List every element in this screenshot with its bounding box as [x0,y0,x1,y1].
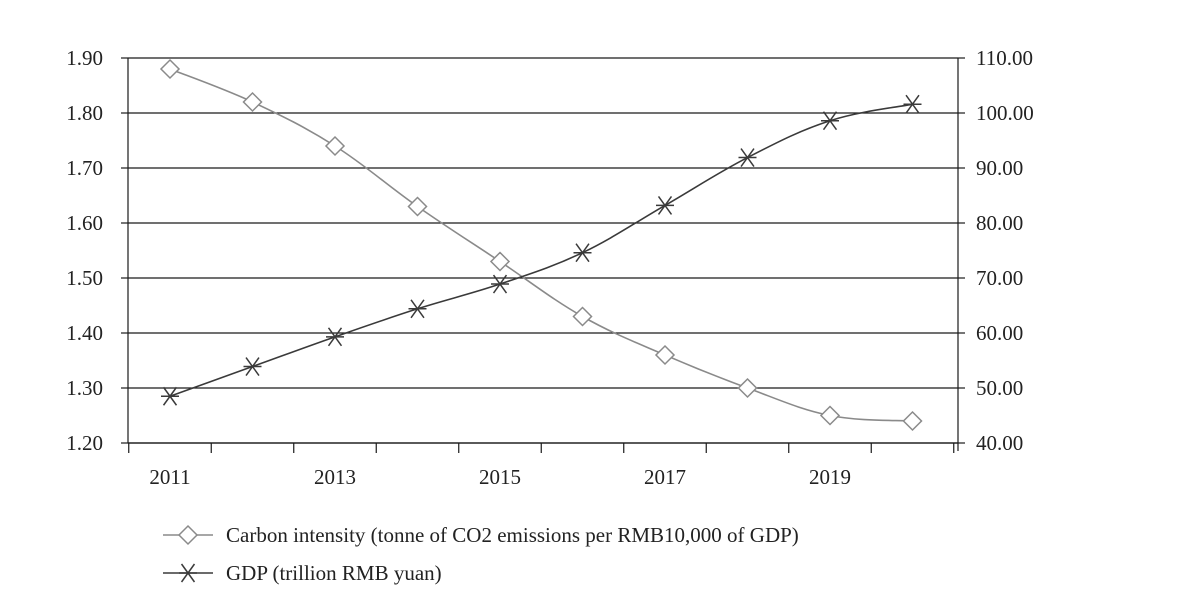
asterisk-stroke [180,563,196,583]
legend: Carbon intensity (tonne of CO2 emissions… [163,523,799,585]
data-point-asterisk [408,299,427,319]
y-right-tick-label: 80.00 [976,211,1023,235]
data-point-diamond [572,306,593,327]
series [159,58,923,432]
legend-marker-asterisk [179,563,197,583]
y-right-tick-label: 60.00 [976,321,1023,345]
series-carbon-intensity [159,58,923,432]
asterisk-stroke [410,299,425,319]
y-right-tick-label: 90.00 [976,156,1023,180]
y-left-tick-label: 1.90 [66,46,103,70]
y-right-tick-label: 100.00 [976,101,1034,125]
data-point-diamond [902,410,923,432]
y-left-tick-label: 1.30 [66,376,103,400]
data-point-asterisk [491,274,509,294]
y-right-tick-label: 40.00 [976,431,1023,455]
data-point-diamond [324,135,346,157]
legend-marker-diamond [177,524,199,546]
y-left-tick-label: 1.40 [66,321,103,345]
series-gdp [161,94,922,406]
x-tick-label: 2019 [809,465,851,489]
data-point-diamond [242,91,263,113]
legend-item: Carbon intensity (tonne of CO2 emissions… [163,523,799,547]
data-point-asterisk [573,243,592,263]
y-left-tick-label: 1.50 [66,266,103,290]
data-point-asterisk [161,386,179,406]
x-tick-label: 2015 [479,465,521,489]
axes: 1.90 110.00 1.80 100.00 1.70 90.00 1.60 80.00 1.… [66,46,1034,489]
y-right-tick-label: 110.00 [976,46,1033,70]
grid [128,57,958,444]
x-tick-label: 2013 [314,465,356,489]
asterisk-stroke [327,327,343,347]
data-point-diamond [737,377,758,399]
x-tick-label: 2017 [644,465,686,489]
y-left-tick-label: 1.80 [66,101,103,125]
series-line [169,68,913,422]
asterisk-stroke [162,386,178,406]
data-point-diamond [407,196,428,217]
series-line [169,103,913,398]
x-tick-label: 2011 [149,465,190,489]
y-right-tick-label: 50.00 [976,376,1023,400]
data-point-diamond [489,251,511,272]
asterisk-stroke [822,111,838,131]
data-point-asterisk [243,357,262,376]
y-left-tick-label: 1.60 [66,211,103,235]
y-left-tick-label: 1.70 [66,156,103,180]
data-point-diamond [819,405,841,426]
asterisk-stroke [740,148,755,167]
data-point-asterisk [821,111,839,131]
asterisk-stroke [657,195,673,215]
y-right-tick-label: 70.00 [976,266,1023,290]
asterisk-stroke [575,243,590,263]
data-point-asterisk [903,94,922,114]
legend-label: Carbon intensity (tonne of CO2 emissions… [226,523,799,547]
asterisk-stroke [245,357,260,376]
asterisk-stroke [492,274,508,294]
y-left-tick-label: 1.20 [66,431,103,455]
asterisk-stroke [905,94,920,114]
legend-label: GDP (trillion RMB yuan) [226,561,442,585]
data-point-asterisk [738,148,757,167]
data-point-diamond [159,58,181,80]
data-point-asterisk [326,327,344,347]
legend-item: GDP (trillion RMB yuan) [163,561,442,585]
data-point-diamond [654,344,676,366]
data-point-asterisk [656,195,674,215]
